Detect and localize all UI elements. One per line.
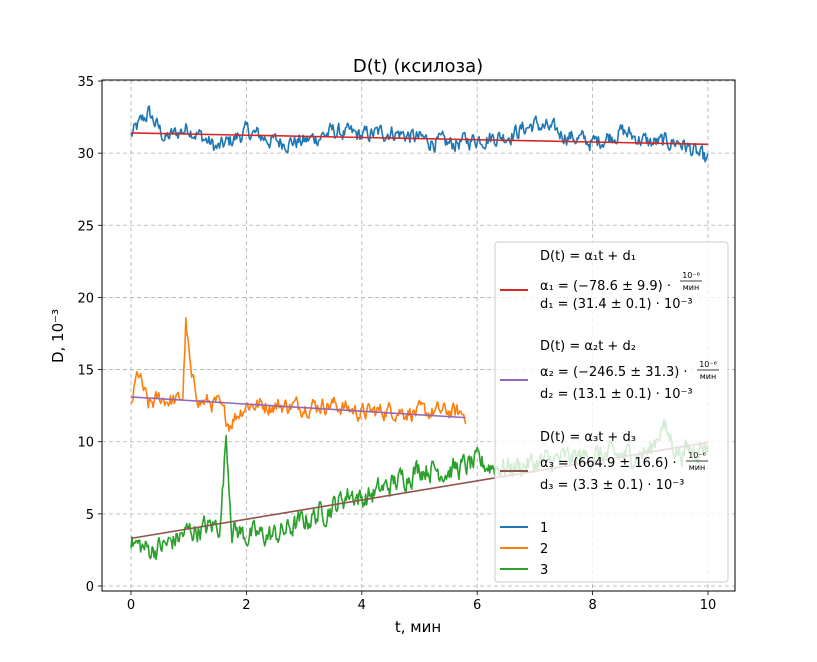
x-tick-label: 6 — [473, 598, 481, 613]
y-tick-label: 35 — [77, 75, 94, 90]
legend-fit1-equation: D(t) = α₁t + d₁ — [540, 249, 636, 264]
legend-fit1-unit-num: 10⁻⁶ — [682, 271, 700, 280]
legend-entry-series3: 3 — [500, 563, 548, 578]
legend-fit1-d: d₁ = (31.4 ± 0.1) · 10⁻³ — [540, 297, 693, 312]
x-axis-ticks: 0 2 4 6 8 10 — [127, 591, 716, 613]
y-axis-label: D, 10⁻³ — [49, 309, 67, 363]
legend-entry-fit3: D(t) = α₃t + d₃ α₃ = (664.9 ± 16.6) · 10… — [500, 430, 708, 493]
y-tick-label: 30 — [77, 147, 94, 162]
legend-fit3-unit-num: 10⁻⁶ — [688, 451, 706, 460]
legend-fit2-alpha: α₂ = (−246.5 ± 31.3) · — [540, 365, 688, 380]
fit-line-fit2 — [130, 396, 466, 419]
y-tick-label: 10 — [77, 436, 94, 451]
legend-fit2-unit-den: мин — [700, 372, 716, 381]
x-axis-label: t, мин — [395, 618, 441, 636]
legend-entry-fit1: D(t) = α₁t + d₁ α₁ = (−78.6 ± 9.9) · 10⁻… — [500, 249, 702, 312]
legend-fit2-equation: D(t) = α₂t + d₂ — [540, 339, 636, 354]
y-tick-label: 25 — [77, 219, 94, 234]
legend-fit2-d: d₂ = (13.1 ± 0.1) · 10⁻³ — [540, 387, 693, 402]
chart-title: D(t) (ксилоза) — [353, 56, 483, 77]
x-tick-label: 8 — [588, 598, 596, 613]
legend-series1-label: 1 — [540, 521, 548, 536]
legend-fit3-equation: D(t) = α₃t + d₃ — [540, 430, 636, 445]
legend-box — [494, 241, 729, 583]
x-tick-label: 4 — [358, 598, 366, 613]
plot-frame — [101, 79, 736, 592]
legend-fit2-unit-num: 10⁻⁶ — [699, 360, 717, 369]
legend-fit1-unit-den: мин — [683, 283, 699, 292]
legend-fit1-alpha: α₁ = (−78.6 ± 9.9) · — [540, 279, 671, 294]
series-line-2 — [130, 317, 467, 432]
x-tick-label: 2 — [242, 598, 250, 613]
y-tick-label: 15 — [77, 364, 94, 379]
legend-fit3-alpha: α₃ = (664.9 ± 16.6) · — [540, 456, 677, 471]
y-tick-label: 20 — [77, 291, 94, 306]
x-tick-label: 0 — [127, 598, 135, 613]
y-tick-label: 5 — [86, 508, 94, 523]
legend-entry-series2: 2 — [500, 542, 548, 557]
y-tick-label: 0 — [86, 580, 94, 595]
legend-series3-label: 3 — [540, 563, 548, 578]
series-line-1 — [130, 105, 709, 163]
grid — [102, 80, 735, 591]
fit-line-fit1 — [130, 132, 709, 146]
legend-entry-series1: 1 — [500, 521, 548, 536]
legend-fit3-d: d₃ = (3.3 ± 0.1) · 10⁻³ — [540, 478, 684, 493]
y-axis-ticks: 0 5 10 15 20 25 30 35 — [77, 75, 102, 595]
legend-entry-fit2: D(t) = α₂t + d₂ α₂ = (−246.5 ± 31.3) · 1… — [500, 339, 719, 402]
legend: D(t) = α₁t + d₁ α₁ = (−78.6 ± 9.9) · 10⁻… — [494, 241, 729, 583]
legend-series2-label: 2 — [540, 542, 548, 557]
legend-fit3-unit-den: мин — [689, 463, 705, 472]
x-tick-label: 10 — [700, 598, 717, 613]
